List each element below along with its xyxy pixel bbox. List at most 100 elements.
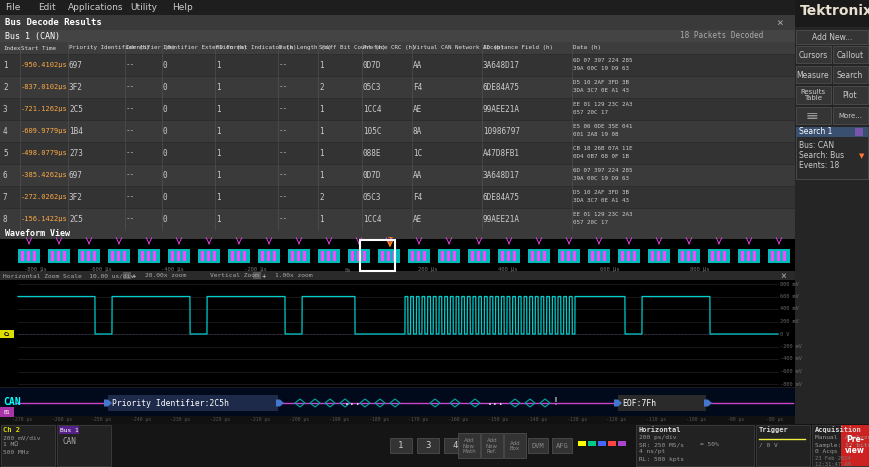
Text: 1 MΩ: 1 MΩ	[3, 443, 18, 447]
Bar	[147, 251, 149, 261]
Bar	[408, 249, 429, 263]
Text: 2: 2	[319, 192, 323, 201]
Text: AE: AE	[413, 214, 421, 224]
Bar	[57, 251, 60, 261]
Text: 7: 7	[3, 192, 8, 201]
Text: +: +	[262, 273, 266, 278]
Bar	[437, 249, 460, 263]
Bar	[453, 251, 455, 261]
Text: Priority Identifier:2C5h: Priority Identifier:2C5h	[112, 398, 229, 408]
Bar	[0, 0, 794, 15]
Text: Applications: Applications	[68, 3, 123, 13]
Text: 0: 0	[163, 149, 168, 157]
Text: More...: More...	[837, 113, 861, 119]
Bar	[57, 425, 111, 466]
Bar	[722, 251, 725, 261]
Text: 4: 4	[3, 127, 8, 135]
Text: F4: F4	[413, 83, 421, 92]
Text: 088E: 088E	[362, 149, 381, 157]
Text: C₂: C₂	[3, 332, 10, 337]
Bar	[273, 251, 275, 261]
Bar	[258, 249, 280, 263]
Text: F4: F4	[413, 192, 421, 201]
Text: --: --	[126, 83, 135, 92]
Bar	[0, 30, 794, 42]
Bar	[513, 251, 515, 261]
Text: 400 mV: 400 mV	[779, 306, 798, 311]
Bar	[443, 438, 466, 453]
Text: 0: 0	[163, 61, 168, 70]
Text: 0: 0	[163, 170, 168, 179]
Bar	[318, 249, 340, 263]
Bar	[416, 438, 439, 453]
Text: --: --	[279, 170, 288, 179]
Bar	[168, 249, 189, 263]
Bar	[767, 249, 789, 263]
Text: Trigger: Trigger	[758, 426, 788, 433]
Text: Events: 18: Events: 18	[798, 162, 839, 170]
Text: 1: 1	[216, 214, 221, 224]
Bar	[753, 251, 755, 261]
Text: FD Format Indicator (h): FD Format Indicator (h)	[216, 45, 296, 50]
Text: -110 μs: -110 μs	[646, 417, 666, 423]
Text: 0: 0	[163, 105, 168, 113]
Text: -272.0262μs: -272.0262μs	[21, 194, 68, 200]
Text: 3DA 3C7 0E A1 43: 3DA 3C7 0E A1 43	[573, 89, 628, 93]
Text: -200 μs: -200 μs	[243, 268, 266, 273]
Text: --: --	[279, 61, 288, 70]
Bar	[577, 441, 586, 446]
Bar	[350, 251, 354, 261]
Bar	[567, 251, 569, 261]
Text: 200 μs: 200 μs	[418, 268, 437, 273]
Text: 1: 1	[3, 61, 8, 70]
Text: AE: AE	[413, 105, 421, 113]
Bar	[627, 251, 629, 261]
Text: -170 μs: -170 μs	[408, 417, 428, 423]
Bar	[795, 127, 867, 179]
Text: !: !	[552, 397, 557, 407]
Bar	[497, 249, 520, 263]
Bar	[416, 251, 420, 261]
Bar	[333, 251, 335, 261]
Text: File: File	[5, 3, 20, 13]
Bar	[832, 46, 867, 63]
Text: 2C5: 2C5	[69, 105, 83, 113]
Text: 1: 1	[319, 105, 323, 113]
Bar	[795, 86, 830, 104]
Text: Tektronix: Tektronix	[799, 4, 869, 18]
Text: ×: ×	[776, 17, 782, 28]
Bar	[0, 121, 794, 142]
Bar	[242, 251, 246, 261]
Text: --: --	[126, 105, 135, 113]
Bar	[573, 251, 575, 261]
Bar	[362, 251, 366, 261]
Bar	[348, 249, 369, 263]
Bar	[93, 251, 96, 261]
Text: 0D4 0B7 08 0F 1B: 0D4 0B7 08 0F 1B	[573, 155, 628, 160]
Bar	[470, 251, 474, 261]
Text: -230 μs: -230 μs	[170, 417, 190, 423]
Text: -90 μs: -90 μs	[726, 417, 743, 423]
Bar	[740, 251, 743, 261]
Text: Plot: Plot	[842, 91, 856, 99]
Text: 057 20C 17: 057 20C 17	[573, 220, 607, 226]
Text: Help: Help	[172, 3, 193, 13]
Text: 99AEE21A: 99AEE21A	[482, 105, 520, 113]
Text: ...: ...	[486, 397, 503, 407]
Bar	[0, 388, 794, 417]
Bar	[680, 251, 683, 261]
Text: Search: Bus: Search: Bus	[798, 151, 843, 161]
Bar	[776, 251, 779, 261]
Text: 5: 5	[3, 149, 8, 157]
FancyArrow shape	[275, 399, 283, 406]
Bar	[87, 251, 90, 261]
Text: -498.0779μs: -498.0779μs	[21, 150, 68, 156]
Bar	[536, 251, 540, 261]
Bar	[207, 251, 209, 261]
Bar	[481, 433, 502, 458]
Text: Start Time: Start Time	[21, 45, 56, 50]
Text: Acquisition: Acquisition	[814, 426, 861, 433]
Text: Add New...: Add New...	[811, 33, 851, 42]
Bar	[123, 251, 126, 261]
Text: -600 μs: -600 μs	[89, 268, 111, 273]
